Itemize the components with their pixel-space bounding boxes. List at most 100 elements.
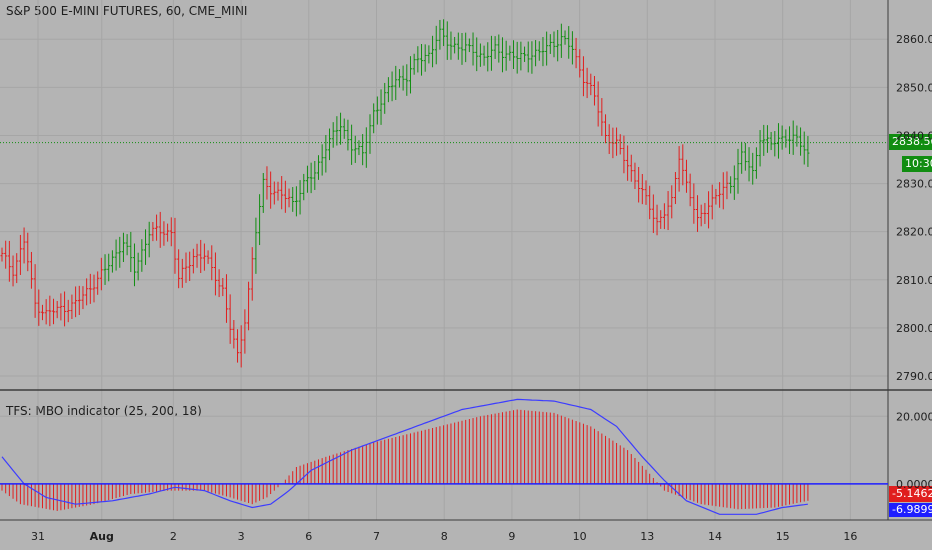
- price-bar: [500, 37, 504, 73]
- price-bar: [434, 25, 438, 65]
- price-bar: [699, 204, 703, 227]
- price-bar: [331, 122, 335, 148]
- indicator-title: TFS: MBO indicator (25, 200, 18): [6, 404, 202, 418]
- price-bar: [681, 144, 685, 186]
- price-bar: [489, 35, 493, 71]
- price-bar: [350, 124, 354, 165]
- price-bar: [578, 49, 582, 78]
- price-bar: [460, 32, 464, 65]
- price-tick-label: 2810.00: [896, 274, 932, 287]
- time-tick-label: 8: [441, 530, 448, 543]
- price-bar: [224, 274, 228, 323]
- price-bar: [784, 129, 788, 148]
- price-bar: [0, 247, 4, 262]
- time-tick-label: 14: [708, 530, 722, 543]
- price-bar: [574, 37, 578, 69]
- price-bar: [449, 31, 453, 60]
- price-bar: [644, 180, 648, 205]
- price-bar: [129, 231, 133, 273]
- indicator-hist-tag: -5.1462: [889, 486, 932, 502]
- time-tick-label: 16: [843, 530, 857, 543]
- mbo-histogram: [1, 409, 809, 511]
- price-bar: [390, 71, 394, 102]
- price-bar: [456, 32, 460, 60]
- price-bar: [346, 119, 350, 151]
- price-bar: [751, 152, 755, 185]
- price-bar: [81, 286, 85, 310]
- price-chart-title: S&P 500 E-MINI FUTURES, 60, CME_MINI: [6, 4, 248, 18]
- indicator-tick-label: 20.0000: [896, 410, 932, 423]
- price-bar: [475, 37, 479, 72]
- price-bar: [725, 171, 729, 200]
- price-bar: [740, 141, 744, 174]
- price-bar: [515, 41, 519, 74]
- price-bar: [55, 300, 59, 319]
- price-bar: [99, 257, 103, 291]
- price-bar: [640, 173, 644, 205]
- price-bar: [666, 191, 670, 231]
- price-bar: [324, 135, 328, 173]
- price-bar: [29, 251, 33, 289]
- price-bar: [526, 41, 530, 73]
- price-bar: [22, 227, 26, 264]
- price-bar: [313, 161, 317, 190]
- price-bar: [508, 45, 512, 61]
- price-bar: [320, 144, 324, 176]
- price-bar: [155, 214, 159, 241]
- price-bar: [107, 253, 111, 282]
- price-bar: [537, 41, 541, 61]
- price-tick-label: 2800.00: [896, 322, 932, 335]
- price-bar: [556, 29, 560, 62]
- price-bar: [662, 203, 666, 230]
- price-bar: [287, 188, 291, 208]
- price-bar: [44, 299, 48, 325]
- price-bar: [773, 131, 777, 157]
- price-bar: [633, 162, 637, 190]
- price-bar: [118, 236, 122, 268]
- price-bar: [519, 41, 523, 71]
- price-tick-label: 2830.00: [896, 178, 932, 191]
- price-bar: [651, 194, 655, 234]
- price-bar: [401, 65, 405, 91]
- price-bar: [7, 240, 11, 282]
- price-bar: [504, 40, 508, 71]
- price-bar: [254, 217, 258, 274]
- price-bar: [294, 186, 298, 217]
- price-bar: [364, 127, 368, 168]
- price-bar: [615, 127, 619, 156]
- price-bar: [276, 181, 280, 201]
- price-bar: [33, 264, 37, 318]
- time-tick-label: 9: [508, 530, 515, 543]
- time-tick-label: 13: [640, 530, 654, 543]
- price-bar: [309, 162, 313, 194]
- price-bar: [213, 252, 217, 296]
- price-bar: [655, 204, 659, 236]
- price-bar: [659, 210, 663, 229]
- price-bar: [445, 21, 449, 60]
- time-tick-label: 7: [373, 530, 380, 543]
- price-bar: [471, 32, 475, 66]
- price-bar: [412, 53, 416, 75]
- price-bar: [140, 239, 144, 272]
- price-bar: [243, 309, 247, 354]
- price-bar: [431, 35, 435, 68]
- price-bar: [732, 165, 736, 200]
- price-bar: [280, 176, 284, 210]
- price-bar: [596, 81, 600, 127]
- price-bar: [18, 234, 22, 275]
- price-bar: [103, 254, 107, 285]
- price-bar: [132, 243, 136, 287]
- price-bar: [637, 166, 641, 203]
- price-bar: [232, 320, 236, 349]
- price-bar: [151, 222, 155, 242]
- price-bar: [754, 147, 758, 179]
- price-bar: [180, 258, 184, 288]
- price-bar: [368, 114, 372, 154]
- price-bar: [386, 77, 390, 103]
- price-bar: [707, 191, 711, 229]
- price-bar: [762, 124, 766, 156]
- price-bar: [379, 89, 383, 125]
- price-bar: [405, 64, 409, 96]
- price-bar: [353, 135, 357, 163]
